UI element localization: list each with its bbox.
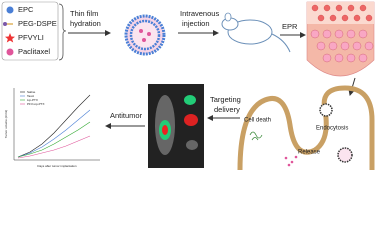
- step-label: injection: [182, 19, 210, 28]
- step-label: Endocytosis: [316, 126, 348, 132]
- step-label: Thin film: [70, 9, 98, 18]
- inset-y-label: Tumor volume (mm3): [4, 110, 8, 139]
- step-label: Release: [298, 150, 321, 156]
- figure: EPC PEG-DSPE PFVYLI Paclitaxel Thin film…: [1, 1, 375, 171]
- drug-dots: [284, 155, 298, 167]
- legend-label: Paclitaxel: [18, 47, 50, 56]
- inset-legend-label: Saline: [27, 90, 36, 94]
- dead-cell: [249, 131, 263, 141]
- step-label: delivery: [214, 105, 240, 114]
- legend-label: EPC: [18, 5, 34, 14]
- bracket: [58, 3, 67, 61]
- pfvyli-icon: [5, 33, 15, 43]
- epc-icon: [6, 6, 14, 14]
- endosome: [319, 103, 333, 117]
- legend-label: PEG-DSPE: [18, 19, 57, 28]
- inset-chart: [13, 88, 100, 161]
- step-label: Antitumor: [110, 111, 143, 120]
- inset-x-label: Days after tumor implantation: [37, 164, 77, 168]
- paclitaxel-icon: [6, 48, 14, 56]
- step-label: Targeting: [210, 95, 241, 104]
- legend-label: PFVYLI: [18, 33, 44, 42]
- inset-legend-label: Taxol: [27, 94, 34, 98]
- legend-box: [1, 1, 59, 61]
- inset-legend-label: PFV-Lip-PTX: [27, 102, 45, 106]
- liposome: [124, 14, 166, 56]
- step-label: EPR: [282, 22, 298, 31]
- peg-icon: [3, 22, 13, 26]
- mouse: [221, 12, 291, 53]
- liposome-small: [337, 147, 353, 163]
- tumor-tissue: [306, 1, 375, 77]
- step-label: Intravenous: [180, 9, 219, 18]
- cell-membrane: [237, 85, 375, 171]
- imaging-panel: [148, 84, 204, 168]
- step-label: Cell death: [244, 118, 271, 124]
- step-label: hydration: [70, 19, 101, 28]
- inset-legend-label: Lip-PTX: [27, 98, 38, 102]
